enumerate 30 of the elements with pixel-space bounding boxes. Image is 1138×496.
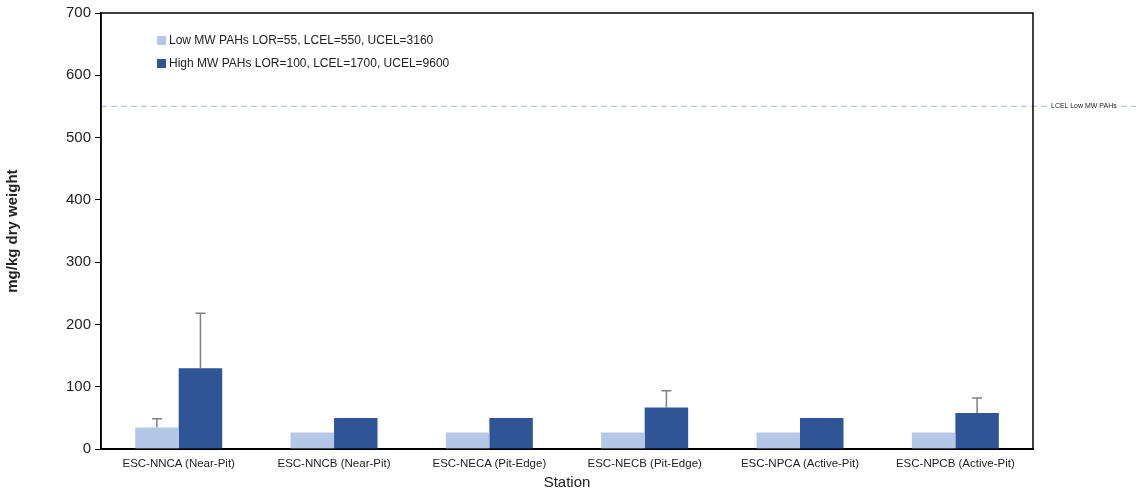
- bar: [800, 418, 844, 449]
- x-tick-label: ESC-NECA (Pit-Edge): [432, 457, 547, 470]
- bar: [644, 407, 689, 449]
- bar: [911, 432, 956, 449]
- bar: [290, 432, 335, 449]
- y-axis-title: mg/kg dry weight: [3, 169, 21, 293]
- legend-label: Low MW PAHs LOR=55, LCEL=550, UCEL=3160: [169, 33, 434, 47]
- bar: [178, 368, 223, 449]
- x-axis-title: Station: [543, 473, 591, 491]
- bar: [756, 432, 801, 449]
- y-tick-label: 200: [66, 314, 92, 332]
- y-tick-label: 100: [66, 377, 92, 395]
- bar: [445, 432, 490, 449]
- bar: [601, 432, 645, 449]
- y-tick-label: 600: [66, 65, 92, 83]
- x-tick-label: ESC-NPCA (Active-Pit): [740, 457, 860, 470]
- x-tick-label: ESC-NPCB (Active-Pit): [895, 457, 1015, 470]
- bar: [489, 418, 533, 449]
- bar: [334, 418, 378, 449]
- x-tick-label: ESC-NECB (Pit-Edge): [587, 457, 703, 470]
- y-tick-label: 300: [66, 252, 92, 270]
- bar: [955, 413, 999, 449]
- y-tick-label: 0: [82, 439, 92, 457]
- y-tick-label: 500: [66, 127, 92, 145]
- x-tick-label: ESC-NNCB (Near-Pit): [277, 457, 391, 470]
- y-tick-label: 400: [66, 190, 92, 208]
- y-tick-label: 700: [66, 3, 92, 21]
- bar: [135, 427, 179, 449]
- legend-label: High MW PAHs LOR=100, LCEL=1700, UCEL=9600: [169, 56, 450, 70]
- x-tick-label: ESC-NNCA (Near-Pit): [122, 457, 236, 470]
